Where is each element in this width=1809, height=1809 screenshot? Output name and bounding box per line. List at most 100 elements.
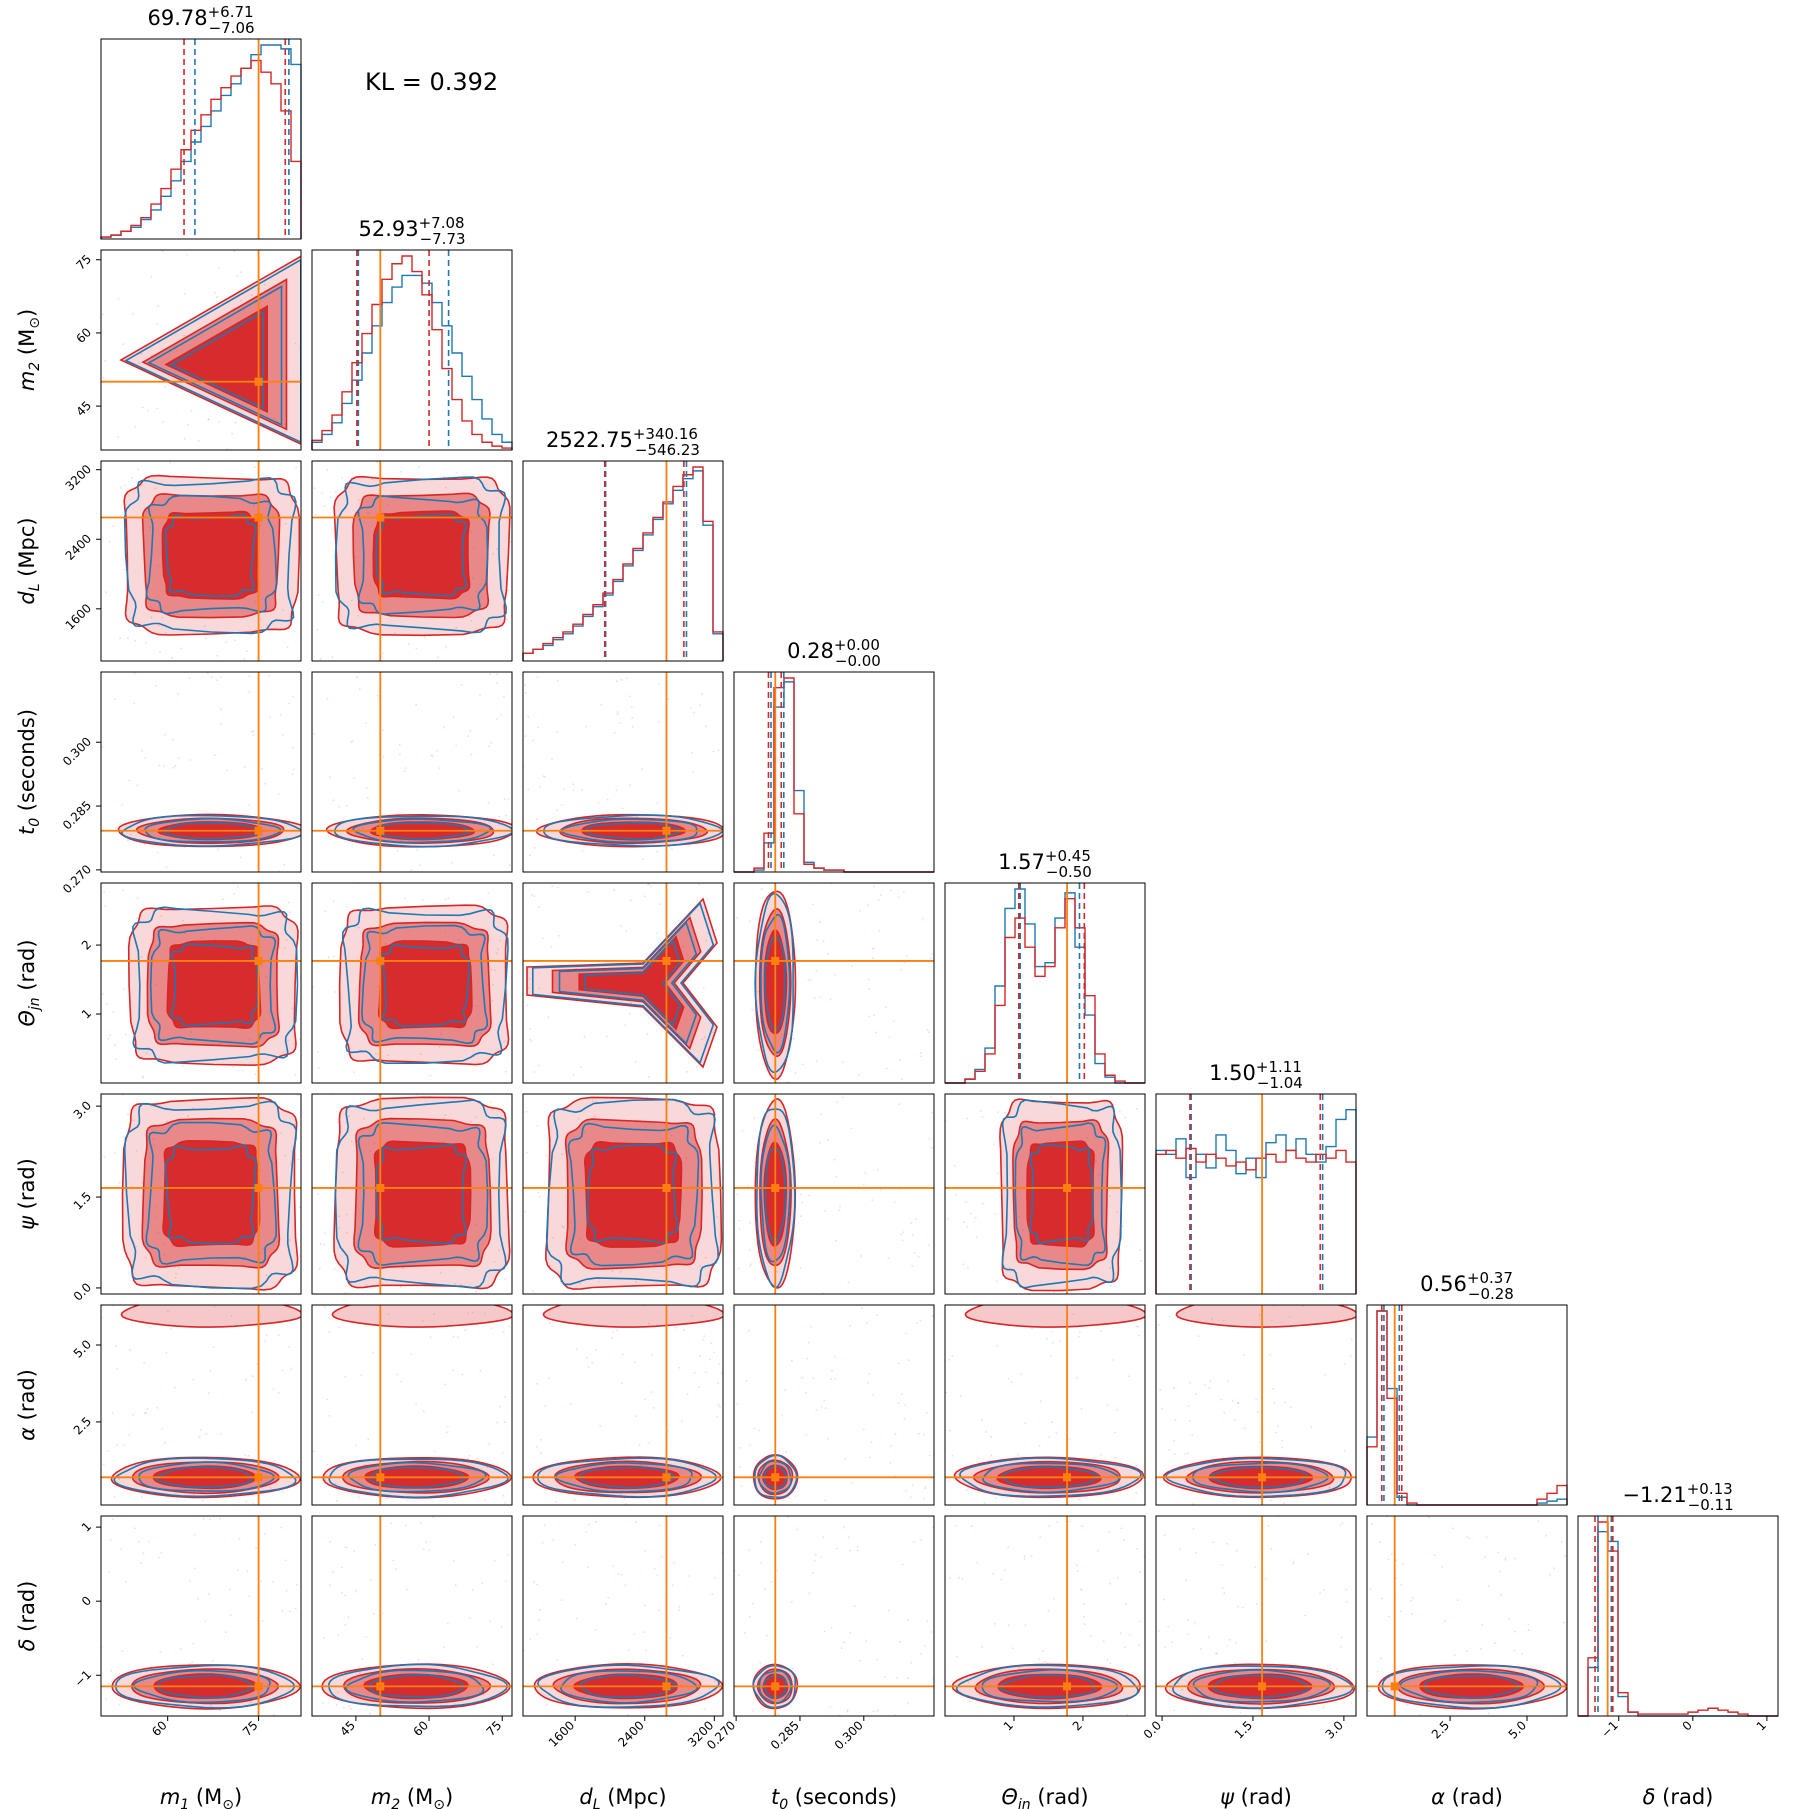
contour-b-level-2 bbox=[764, 1147, 787, 1244]
truth-marker-psi-alpha bbox=[1258, 1473, 1267, 1482]
panel-frame-m2-t0 bbox=[311, 671, 513, 873]
marginal-title-delta: −1.21+0.13 −0.11 bbox=[1622, 1480, 1733, 1514]
ytick-label-delta: −1 bbox=[72, 1667, 94, 1689]
contour-b-level-0 bbox=[754, 892, 794, 1074]
ytick-label-m2: 60 bbox=[73, 325, 94, 346]
truth-marker-dL-t0 bbox=[662, 826, 671, 835]
marginal-alpha: 0.56+0.37 −0.28 bbox=[1366, 1269, 1568, 1506]
ytick-label-theta_jn: 2 bbox=[79, 937, 94, 952]
kl-annotation: KL = 0.392 bbox=[365, 68, 498, 96]
contours-dL-psi bbox=[545, 1096, 723, 1290]
contour-b-level-1 bbox=[147, 285, 283, 426]
marginal-title-dL: 2522.75+340.16 −546.23 bbox=[546, 425, 700, 459]
contour-b-level-0 bbox=[334, 1099, 507, 1289]
yaxis-label-theta_jn: Θjn (rad) bbox=[15, 939, 43, 1026]
truth-marker-m2-delta bbox=[376, 1682, 385, 1691]
panel-frame-m1-psi bbox=[100, 1093, 302, 1295]
contours-m1-theta_jn bbox=[127, 905, 299, 1067]
truth-marker-m1-alpha bbox=[254, 1473, 263, 1482]
contour-b-level-1 bbox=[760, 1124, 791, 1263]
ytick-label-m2: 45 bbox=[73, 398, 94, 419]
truth-marker-m1-theta_jn bbox=[254, 956, 263, 965]
contour-b-level-2 bbox=[164, 1144, 257, 1245]
marginal-m2: 52.93+7.08 −7.73 bbox=[311, 214, 513, 451]
xaxis-label-m2: m2 (M⊙) bbox=[371, 1785, 453, 1809]
joint-m1-alpha bbox=[100, 1304, 302, 1506]
marginal-t0: 0.28+0.00 −0.00 bbox=[733, 636, 935, 873]
ytick-label-alpha: 2.5 bbox=[71, 1414, 94, 1437]
joint-theta_jn-psi bbox=[944, 1093, 1146, 1295]
contour-a-level-2 bbox=[1026, 1140, 1095, 1248]
contour-b-level-1 bbox=[567, 1122, 700, 1267]
panel-frame-m2-theta_jn bbox=[311, 882, 513, 1084]
xtick-label-psi: 1.5 bbox=[1232, 1718, 1255, 1741]
joint-dL-theta_jn bbox=[522, 882, 724, 1084]
contour-b-level-1 bbox=[361, 924, 489, 1045]
contour-b-level-0 bbox=[341, 907, 509, 1064]
ytick-label-delta: 0 bbox=[79, 1593, 94, 1608]
panel-grid: 69.78+6.71 −7.06 52.93+7.08 −7.73 2522.75+34… bbox=[15, 3, 1779, 1809]
contour-a-secondary-mode bbox=[331, 1305, 512, 1328]
truth-marker-m1-delta bbox=[254, 1682, 263, 1691]
xtick-label-dL: 2400 bbox=[615, 1718, 646, 1749]
yaxis-label-delta: δ (rad) bbox=[15, 1581, 39, 1652]
contour-b-level-2 bbox=[375, 1143, 468, 1245]
hist-a-m2 bbox=[311, 255, 513, 450]
contour-a-level-2 bbox=[161, 510, 260, 600]
contour-b-level-0 bbox=[132, 906, 299, 1064]
contours-m2-alpha bbox=[322, 1305, 512, 1499]
panel-frame-m2 bbox=[311, 249, 513, 451]
truth-marker-m1-m2 bbox=[254, 377, 263, 386]
contour-b-level-1 bbox=[1014, 1122, 1107, 1267]
panel-frame-dL bbox=[522, 460, 724, 662]
contour-a-secondary-mode bbox=[964, 1305, 1145, 1328]
truth-marker-psi-delta bbox=[1258, 1682, 1267, 1691]
joint-m2-dL bbox=[311, 460, 513, 662]
marginal-title-m1: 69.78+6.71 −7.06 bbox=[147, 3, 254, 37]
contour-a-secondary-mode bbox=[1175, 1305, 1356, 1328]
truth-marker-t0-psi bbox=[771, 1183, 780, 1192]
joint-m2-psi bbox=[311, 1093, 513, 1295]
yaxis-label-dL: dL (Mpc) bbox=[15, 517, 43, 604]
contour-b-level-2 bbox=[169, 310, 264, 410]
joint-m1-dL bbox=[100, 460, 302, 662]
marginal-theta_jn: 1.57+0.45 −0.50 bbox=[944, 847, 1146, 1084]
marginal-psi: 1.50+1.11 −1.04 bbox=[1155, 1058, 1357, 1295]
xaxis-label-m1: m1 (M⊙) bbox=[160, 1785, 242, 1809]
ytick-label-psi: 3.0 bbox=[71, 1098, 94, 1121]
ytick-label-delta: 1 bbox=[79, 1519, 94, 1534]
hist-a-psi bbox=[1155, 1147, 1357, 1294]
yaxis-label-t0: t0 (seconds) bbox=[15, 709, 43, 835]
xtick-label-t0: 0.285 bbox=[768, 1718, 802, 1752]
yaxis-label-alpha: α (rad) bbox=[15, 1369, 39, 1441]
panel-frame-dL-psi bbox=[522, 1093, 724, 1295]
xtick-label-dL: 1600 bbox=[546, 1718, 577, 1749]
contour-b-level-2 bbox=[584, 939, 681, 1027]
contour-a-level-2 bbox=[583, 1140, 683, 1248]
ytick-label-m2: 75 bbox=[73, 252, 94, 273]
marginal-m1: 69.78+6.71 −7.06 bbox=[100, 3, 302, 240]
contour-b-level-0 bbox=[755, 1108, 796, 1289]
marginal-title-t0: 0.28+0.00 −0.00 bbox=[787, 636, 881, 670]
panel-frame-theta_jn-delta bbox=[944, 1515, 1146, 1717]
ytick-label-dL: 1600 bbox=[63, 601, 94, 632]
truth-marker-m1-dL bbox=[254, 513, 263, 522]
truth-marker-m2-t0 bbox=[376, 826, 385, 835]
panel-frame-theta_jn bbox=[944, 882, 1146, 1084]
ytick-label-t0: 0.285 bbox=[60, 798, 94, 832]
truth-marker-t0-delta bbox=[771, 1682, 780, 1691]
truth-marker-m2-dL bbox=[376, 513, 385, 522]
hist-b-theta_jn bbox=[945, 888, 1145, 1084]
panel-frame-t0-psi bbox=[733, 1093, 935, 1295]
xtick-label-m2: 45 bbox=[337, 1718, 358, 1739]
hist-a-theta_jn bbox=[945, 898, 1145, 1084]
hist-b-m2 bbox=[311, 274, 513, 450]
ytick-label-t0: 0.300 bbox=[60, 734, 94, 768]
contour-a-secondary-mode bbox=[120, 1305, 301, 1328]
contour-a-level-2 bbox=[373, 1140, 472, 1248]
contour-b-level-2 bbox=[375, 513, 468, 597]
xtick-label-t0: 0.300 bbox=[832, 1718, 866, 1752]
panel-frame-m1-t0 bbox=[100, 671, 302, 873]
joint-t0-psi bbox=[733, 1093, 935, 1295]
contours-m2-dL bbox=[333, 475, 511, 637]
